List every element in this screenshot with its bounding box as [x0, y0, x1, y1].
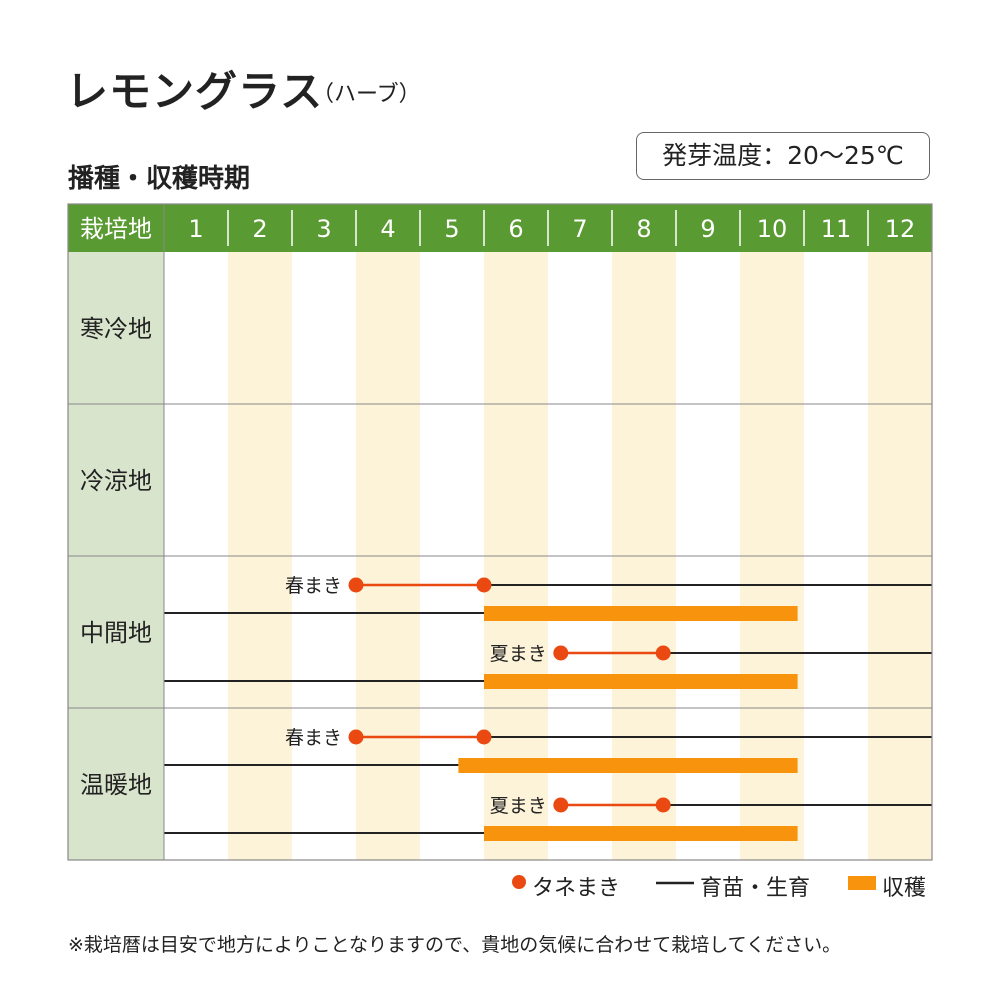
harvest-bar-icon: [848, 876, 876, 890]
region-label: 寒冷地: [80, 315, 152, 343]
sowing-start-dot: [348, 577, 364, 593]
month-label: 2: [252, 215, 267, 243]
page-title: レモングラス: [66, 67, 324, 116]
legend-harvest-label: 収穫: [882, 876, 927, 901]
harvest-bar: [484, 674, 798, 689]
month-label: 9: [700, 215, 715, 243]
sowing-end-dot: [655, 645, 671, 661]
month-label: 12: [885, 215, 916, 243]
section-title: 播種・収穫時期: [68, 164, 251, 194]
schedule-label: 夏まき: [490, 795, 547, 817]
sowing-start-dot: [553, 797, 569, 813]
sowing-dot-icon: [512, 875, 526, 889]
page-subtitle: （ハーブ）: [312, 82, 421, 107]
month-label: 8: [636, 215, 651, 243]
sowing-start-dot: [553, 645, 569, 661]
schedule-label: 春まき: [285, 727, 342, 749]
sowing-start-dot: [348, 729, 364, 745]
schedule-label: 春まき: [285, 575, 342, 597]
germination-temperature-badge: 発芽温度：20〜25℃: [636, 132, 930, 180]
month-label: 3: [316, 215, 331, 243]
header-row: [68, 204, 932, 252]
region-label: 冷涼地: [80, 467, 152, 495]
schedule-label: 夏まき: [490, 643, 547, 665]
legend-sowing-label: タネまき: [532, 876, 621, 901]
legend-harvest-marker: [848, 870, 878, 895]
month-label: 5: [444, 215, 459, 243]
legend-growing-label: 育苗・生育: [700, 876, 811, 901]
region-label: 中間地: [80, 619, 152, 647]
legend-sowing-marker: [510, 870, 528, 895]
harvest-bar: [484, 826, 798, 841]
header-region-label: 栽培地: [80, 215, 152, 243]
harvest-bar: [458, 758, 798, 773]
month-label: 7: [572, 215, 587, 243]
month-label: 1: [188, 215, 203, 243]
sowing-end-dot: [476, 577, 492, 593]
month-label: 11: [821, 215, 852, 243]
legend-growing-marker: [656, 870, 696, 895]
chart-frame: [67, 203, 933, 861]
harvest-bar: [484, 606, 798, 621]
sowing-end-dot: [655, 797, 671, 813]
region-label: 温暖地: [80, 771, 152, 799]
month-label: 10: [757, 215, 788, 243]
sowing-end-dot: [476, 729, 492, 745]
footnote: ※栽培暦は目安で地方によりことなりますので、貴地の気候に合わせて栽培してください…: [68, 934, 842, 956]
month-label: 4: [380, 215, 395, 243]
month-label: 6: [508, 215, 523, 243]
